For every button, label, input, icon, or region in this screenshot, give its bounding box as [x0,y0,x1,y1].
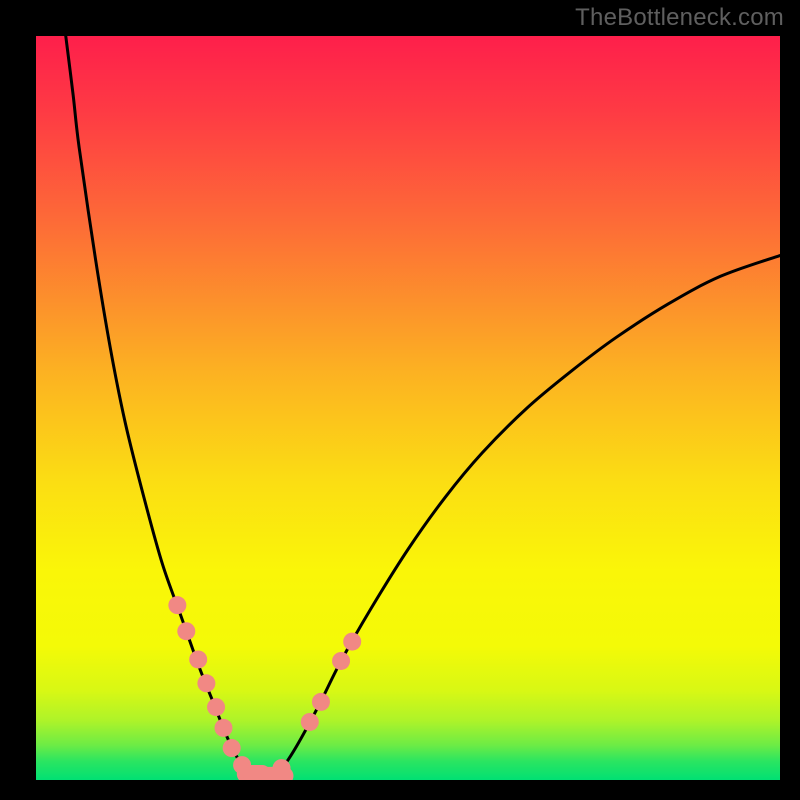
curve-right-branch [261,255,780,780]
marker-point-2 [189,650,207,668]
marker-point-5 [214,719,232,737]
marker-point-14 [332,652,350,670]
marker-point-11 [273,759,291,777]
plot-area [36,36,780,780]
curve-left-branch [66,36,262,780]
watermark-text: TheBottleneck.com [575,4,784,32]
marker-point-15 [343,633,361,651]
marker-point-6 [223,739,241,757]
marker-point-3 [197,674,215,692]
chart-svg [36,36,780,780]
stage: TheBottleneck.com [0,0,800,800]
marker-point-0 [168,596,186,614]
marker-point-12 [301,713,319,731]
marker-point-4 [207,698,225,716]
marker-point-13 [312,693,330,711]
marker-point-1 [177,622,195,640]
